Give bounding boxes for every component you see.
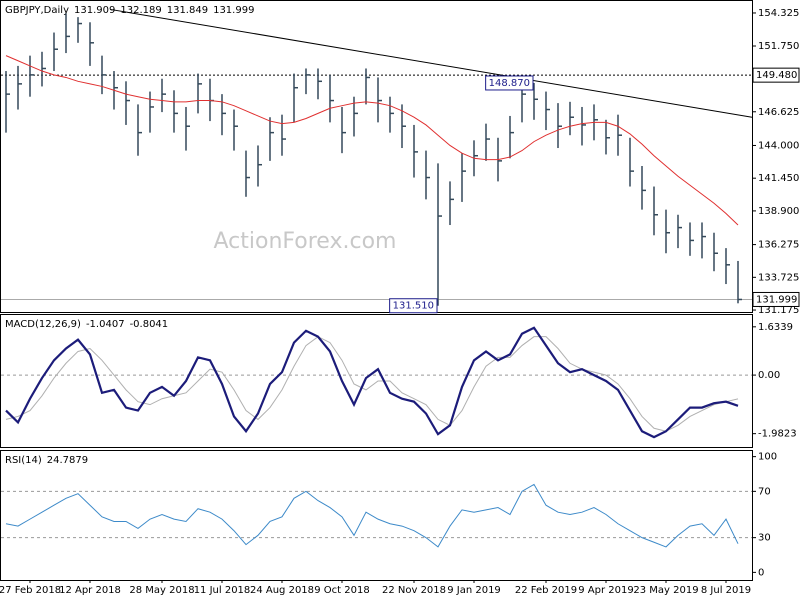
y-tick-label: 136.275 (758, 240, 799, 251)
y-tick-label: 70 (758, 486, 771, 497)
y-tick-label: 100 (758, 452, 777, 463)
moving-average (5, 55, 739, 226)
annotation-box (485, 75, 534, 91)
y-tick-label: -1.9823 (758, 429, 797, 440)
x-tick-label: 22 Feb 2019 (515, 585, 577, 596)
x-tick-label: 23 May 2019 (633, 585, 698, 596)
panel-title: MACD(12,26,9) (5, 319, 81, 330)
panel-frame (0, 314, 753, 448)
x-tick-label: 8 Jul 2019 (701, 585, 751, 596)
y-tick-label: 0 (758, 567, 764, 578)
header-value: 131.849 (167, 5, 208, 16)
header-value: 132.189 (120, 5, 161, 16)
y-tick-label: 138.900 (758, 206, 799, 217)
y-tick-label: 151.750 (758, 41, 799, 52)
x-tick-label: 9 Oct 2018 (314, 585, 369, 596)
watermark: ActionForex.com (214, 229, 397, 254)
header-value: -0.8041 (130, 319, 169, 330)
annotation-label: 148.870 (489, 78, 530, 89)
panel-title: GBPJPY,Daily (5, 5, 69, 16)
indicator-line (5, 336, 739, 432)
header-value: 24.7879 (47, 455, 88, 466)
x-tick-label: 12 Apr 2018 (59, 585, 121, 596)
panel-title: RSI(14) (5, 455, 42, 466)
annotation-label: 131.510 (393, 301, 434, 312)
header-value: 131.909 (74, 5, 115, 16)
annotation-box (389, 298, 438, 314)
panel-frame (0, 0, 753, 313)
trendline (110, 8, 753, 118)
y-tick-label: 141.450 (758, 173, 799, 184)
x-tick-label: 28 May 2018 (129, 585, 194, 596)
y-tick-label: 1.6339 (758, 322, 793, 333)
y-tick-label: 0.00 (758, 370, 780, 381)
panel-frame (0, 450, 753, 581)
y-tick-label: 146.625 (758, 107, 799, 118)
y-tick-label: 131.175 (758, 305, 799, 316)
current-price-box (752, 291, 800, 307)
x-tick-label: 22 Nov 2018 (382, 585, 446, 596)
y-tick-label: 133.725 (758, 272, 799, 283)
header-close: 131.999 (213, 5, 254, 16)
indicator-line (5, 483, 739, 548)
header-value: -1.0407 (86, 319, 125, 330)
y-tick-label: 30 (758, 533, 771, 544)
level-label: 149.480 (756, 70, 797, 81)
x-tick-label: 11 Jul 2018 (194, 585, 251, 596)
x-tick-label: 27 Feb 2018 (0, 585, 61, 596)
x-tick-label: 24 Aug 2018 (250, 585, 314, 596)
y-tick-label: 144.000 (758, 140, 799, 151)
x-tick-label: 9 Jan 2019 (447, 585, 501, 596)
indicator-line (5, 326, 739, 439)
current-price-label: 131.999 (756, 294, 797, 305)
x-tick-label: 9 Apr 2019 (578, 585, 633, 596)
y-tick-label: 154.325 (758, 8, 799, 19)
level-label-box (752, 67, 800, 83)
